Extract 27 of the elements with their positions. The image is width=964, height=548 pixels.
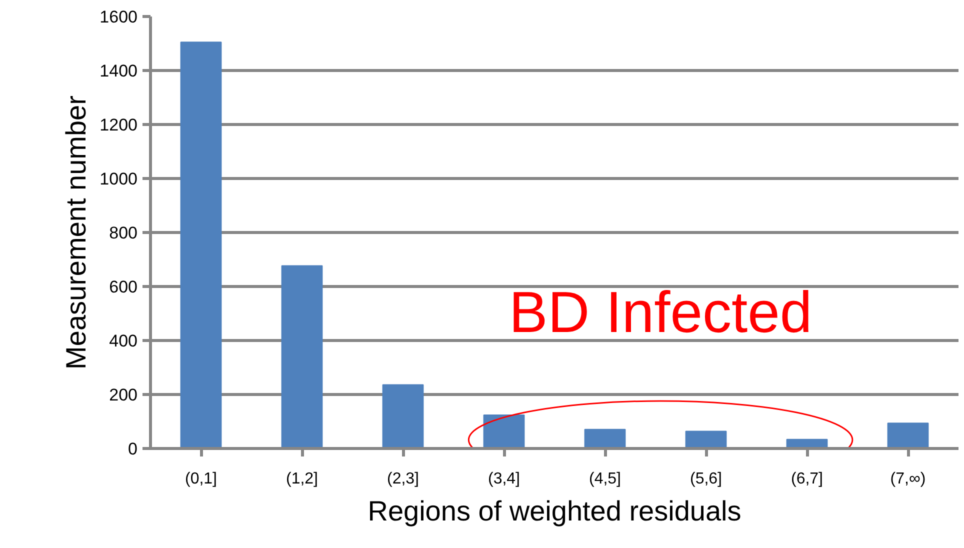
x-tick-label: (6,7]: [790, 470, 824, 488]
y-tick-label: 1000: [100, 170, 138, 188]
bar: [483, 414, 525, 448]
y-tick-label: 1400: [100, 62, 138, 80]
y-tick-label: 600: [109, 278, 138, 296]
y-tick-label: 400: [109, 332, 138, 350]
y-axis-title: Measurement number: [60, 96, 92, 370]
y-tick-label: 1200: [100, 116, 138, 134]
y-tick-label: 200: [109, 386, 138, 404]
x-axis-title: Regions of weighted residuals: [368, 496, 742, 526]
x-tick-label: (4,5]: [588, 470, 622, 488]
bar: [281, 265, 323, 448]
x-tick-label: (7,∞): [890, 470, 926, 488]
x-tick-label: (2,3]: [386, 470, 420, 488]
bar: [887, 422, 929, 448]
x-tick-label: (0,1]: [184, 470, 218, 488]
x-tick-label: (1,2]: [286, 470, 318, 488]
y-tick-label: 0: [128, 440, 138, 458]
bar: [382, 384, 424, 448]
bar: [180, 42, 222, 448]
annotation: BD Infected: [509, 280, 812, 345]
y-tick-label: 800: [109, 224, 138, 242]
y-tick-label: 1600: [100, 8, 138, 26]
bar: [584, 428, 626, 448]
x-tick-label: (5,6]: [690, 470, 722, 488]
bar: [685, 430, 727, 448]
x-tick-label: (3,4]: [488, 470, 520, 488]
